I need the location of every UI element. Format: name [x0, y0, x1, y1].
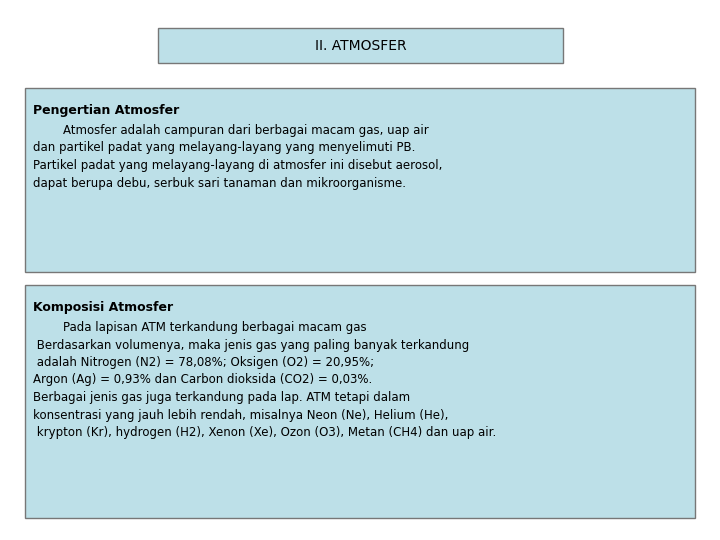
Text: Atmosfer adalah campuran dari berbagai macam gas, uap air: Atmosfer adalah campuran dari berbagai m…: [33, 124, 428, 137]
Text: adalah Nitrogen (N2) = 78,08%; Oksigen (O2) = 20,95%;: adalah Nitrogen (N2) = 78,08%; Oksigen (…: [33, 356, 374, 369]
Text: Berbagai jenis gas juga terkandung pada lap. ATM tetapi dalam: Berbagai jenis gas juga terkandung pada …: [33, 391, 410, 404]
Text: dapat berupa debu, serbuk sari tanaman dan mikroorganisme.: dapat berupa debu, serbuk sari tanaman d…: [33, 177, 406, 190]
FancyBboxPatch shape: [25, 285, 695, 518]
Text: Berdasarkan volumenya, maka jenis gas yang paling banyak terkandung: Berdasarkan volumenya, maka jenis gas ya…: [33, 339, 469, 352]
Text: krypton (Kr), hydrogen (H2), Xenon (Xe), Ozon (O3), Metan (CH4) dan uap air.: krypton (Kr), hydrogen (H2), Xenon (Xe),…: [33, 426, 496, 439]
Text: Komposisi Atmosfer: Komposisi Atmosfer: [33, 301, 173, 314]
Text: dan partikel padat yang melayang-layang yang menyelimuti PB.: dan partikel padat yang melayang-layang …: [33, 141, 415, 154]
FancyBboxPatch shape: [25, 88, 695, 272]
FancyBboxPatch shape: [158, 28, 563, 63]
Text: Pengertian Atmosfer: Pengertian Atmosfer: [33, 104, 179, 117]
Text: konsentrasi yang jauh lebih rendah, misalnya Neon (Ne), Helium (He),: konsentrasi yang jauh lebih rendah, misa…: [33, 408, 449, 422]
Text: Argon (Ag) = 0,93% dan Carbon dioksida (CO2) = 0,03%.: Argon (Ag) = 0,93% dan Carbon dioksida (…: [33, 374, 372, 387]
Text: Partikel padat yang melayang-layang di atmosfer ini disebut aerosol,: Partikel padat yang melayang-layang di a…: [33, 159, 442, 172]
Text: II. ATMOSFER: II. ATMOSFER: [315, 38, 406, 52]
Text: Pada lapisan ATM terkandung berbagai macam gas: Pada lapisan ATM terkandung berbagai mac…: [33, 321, 366, 334]
